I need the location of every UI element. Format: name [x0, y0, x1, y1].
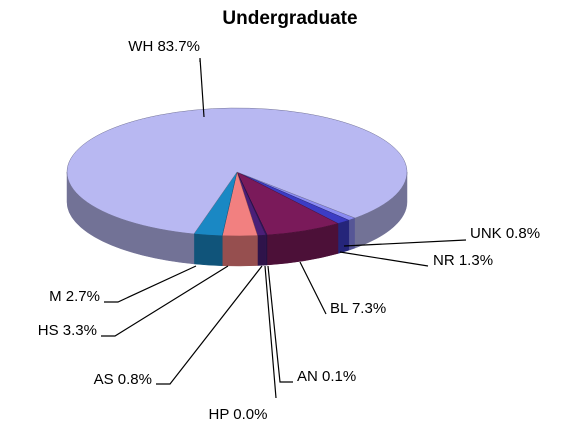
label-category: UNK	[470, 225, 502, 242]
data-label: HP 0.0%	[209, 406, 268, 423]
data-label: M 2.7%	[49, 288, 100, 305]
pie-side	[337, 219, 350, 254]
label-value: 2.7%	[66, 288, 100, 305]
leader-line	[343, 239, 467, 247]
leader-line	[339, 251, 429, 267]
side-walls	[66, 171, 408, 267]
leader-line	[199, 57, 205, 118]
label-value: 0.1%	[322, 368, 356, 385]
leader-line	[299, 261, 327, 315]
data-label: WH 83.7%	[128, 38, 200, 55]
label-category: NR	[433, 252, 455, 269]
label-category: WH	[128, 38, 153, 55]
data-label: HS 3.3%	[38, 322, 97, 339]
label-category: HS	[38, 322, 59, 339]
pie-side	[193, 233, 223, 267]
data-label: AN 0.1%	[297, 368, 356, 385]
label-category: HP	[209, 406, 230, 423]
label-category: AN	[297, 368, 318, 385]
leader-line	[267, 265, 293, 383]
data-label: AS 0.8%	[94, 371, 152, 388]
leader-line	[101, 265, 229, 337]
label-value: 3.3%	[63, 322, 97, 339]
pie-side	[257, 234, 267, 266]
label-value: 7.3%	[352, 300, 386, 317]
label-value: 1.3%	[459, 252, 493, 269]
chart-title: Undergraduate	[222, 8, 357, 29]
leader-line	[264, 265, 277, 399]
leader-line	[104, 265, 197, 303]
label-value: 0.0%	[233, 406, 267, 423]
leader-line	[156, 265, 263, 385]
top-faces	[66, 107, 408, 237]
label-category: M	[49, 288, 62, 305]
data-label: UNK 0.8%	[470, 225, 540, 242]
label-category: AS	[94, 371, 114, 388]
label-value: 0.8%	[506, 225, 540, 242]
data-label: NR 1.3%	[433, 252, 493, 269]
label-value: 83.7%	[157, 38, 200, 55]
label-value: 0.8%	[118, 371, 152, 388]
data-label: BL 7.3%	[330, 300, 386, 317]
pie-slice	[66, 107, 408, 235]
pie-side	[222, 235, 258, 267]
label-category: BL	[330, 300, 348, 317]
